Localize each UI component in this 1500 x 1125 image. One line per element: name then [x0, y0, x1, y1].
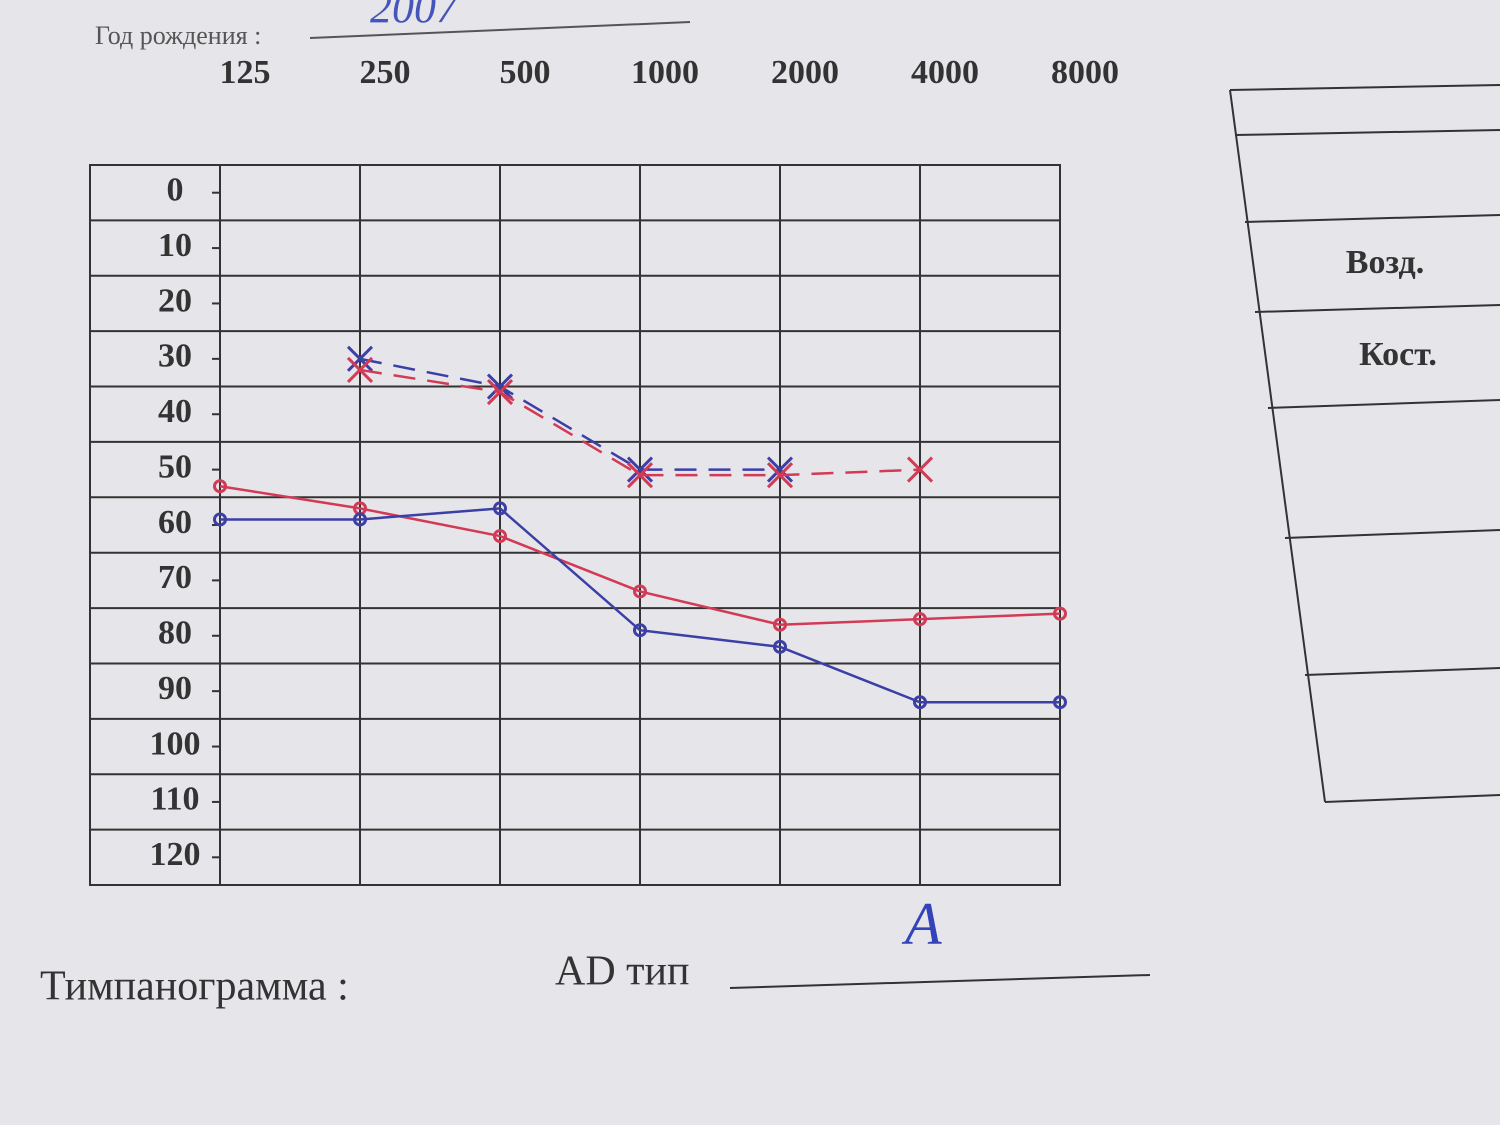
side-row-label: Кост. — [1359, 336, 1437, 373]
point-marker — [773, 617, 787, 632]
x-tick-label: 8000 — [1051, 54, 1119, 91]
ear-label: AD тип — [555, 949, 689, 995]
series-line — [219, 484, 1061, 626]
y-tick-label: 60 — [158, 504, 192, 541]
point-marker — [1053, 606, 1067, 621]
point-marker — [626, 462, 654, 489]
tympanogram-label: Тимпанограмма : — [40, 964, 349, 1010]
side-row-label: Возд. — [1346, 244, 1424, 281]
point-marker — [346, 345, 374, 372]
x-tick-label: 2000 — [771, 54, 839, 91]
tympanogram-type: A — [901, 891, 942, 957]
series-line — [359, 368, 921, 477]
point-marker — [346, 356, 374, 383]
point-marker — [213, 512, 227, 527]
y-tick-label: 70 — [158, 559, 192, 596]
point-marker — [633, 623, 647, 638]
series-line — [220, 507, 1060, 704]
underline — [309, 21, 691, 39]
y-tick-label: 80 — [158, 615, 192, 652]
y-tick-label: 10 — [158, 227, 192, 264]
side-table — [1229, 84, 1500, 803]
birth-year: 2007 — [370, 0, 460, 32]
point-marker — [766, 456, 794, 483]
x-tick-label: 1000 — [631, 54, 699, 91]
point-marker — [913, 612, 927, 627]
point-marker — [766, 462, 794, 489]
y-tick-label: 40 — [158, 393, 192, 430]
y-tick-label: 90 — [158, 670, 192, 707]
x-tick-label: 4000 — [911, 54, 979, 91]
point-marker — [773, 639, 787, 654]
x-tick-label: 125 — [220, 54, 271, 91]
y-tick-label: 50 — [158, 448, 192, 485]
y-tick-label: 0 — [167, 171, 184, 208]
x-tick-label: 500 — [500, 54, 551, 91]
y-tick-label: 30 — [158, 338, 192, 375]
y-tick-label: 20 — [158, 282, 192, 319]
series-line — [359, 357, 780, 471]
point-marker — [633, 584, 647, 599]
point-marker — [626, 456, 654, 483]
point-marker — [213, 479, 227, 494]
point-marker — [353, 512, 367, 527]
y-tick-label: 120 — [150, 836, 201, 873]
point-marker — [486, 379, 514, 406]
birth-year-label: Год рождения : — [95, 21, 261, 50]
x-tick-label: 250 — [360, 54, 411, 91]
y-tick-label: 100 — [150, 725, 201, 762]
point-marker — [486, 373, 514, 400]
point-marker — [913, 695, 927, 710]
point-marker — [493, 529, 507, 544]
point-marker — [493, 501, 507, 516]
underline — [729, 974, 1151, 989]
y-tick-label: 110 — [150, 781, 199, 818]
point-marker — [1053, 695, 1067, 710]
point-marker — [906, 456, 934, 483]
